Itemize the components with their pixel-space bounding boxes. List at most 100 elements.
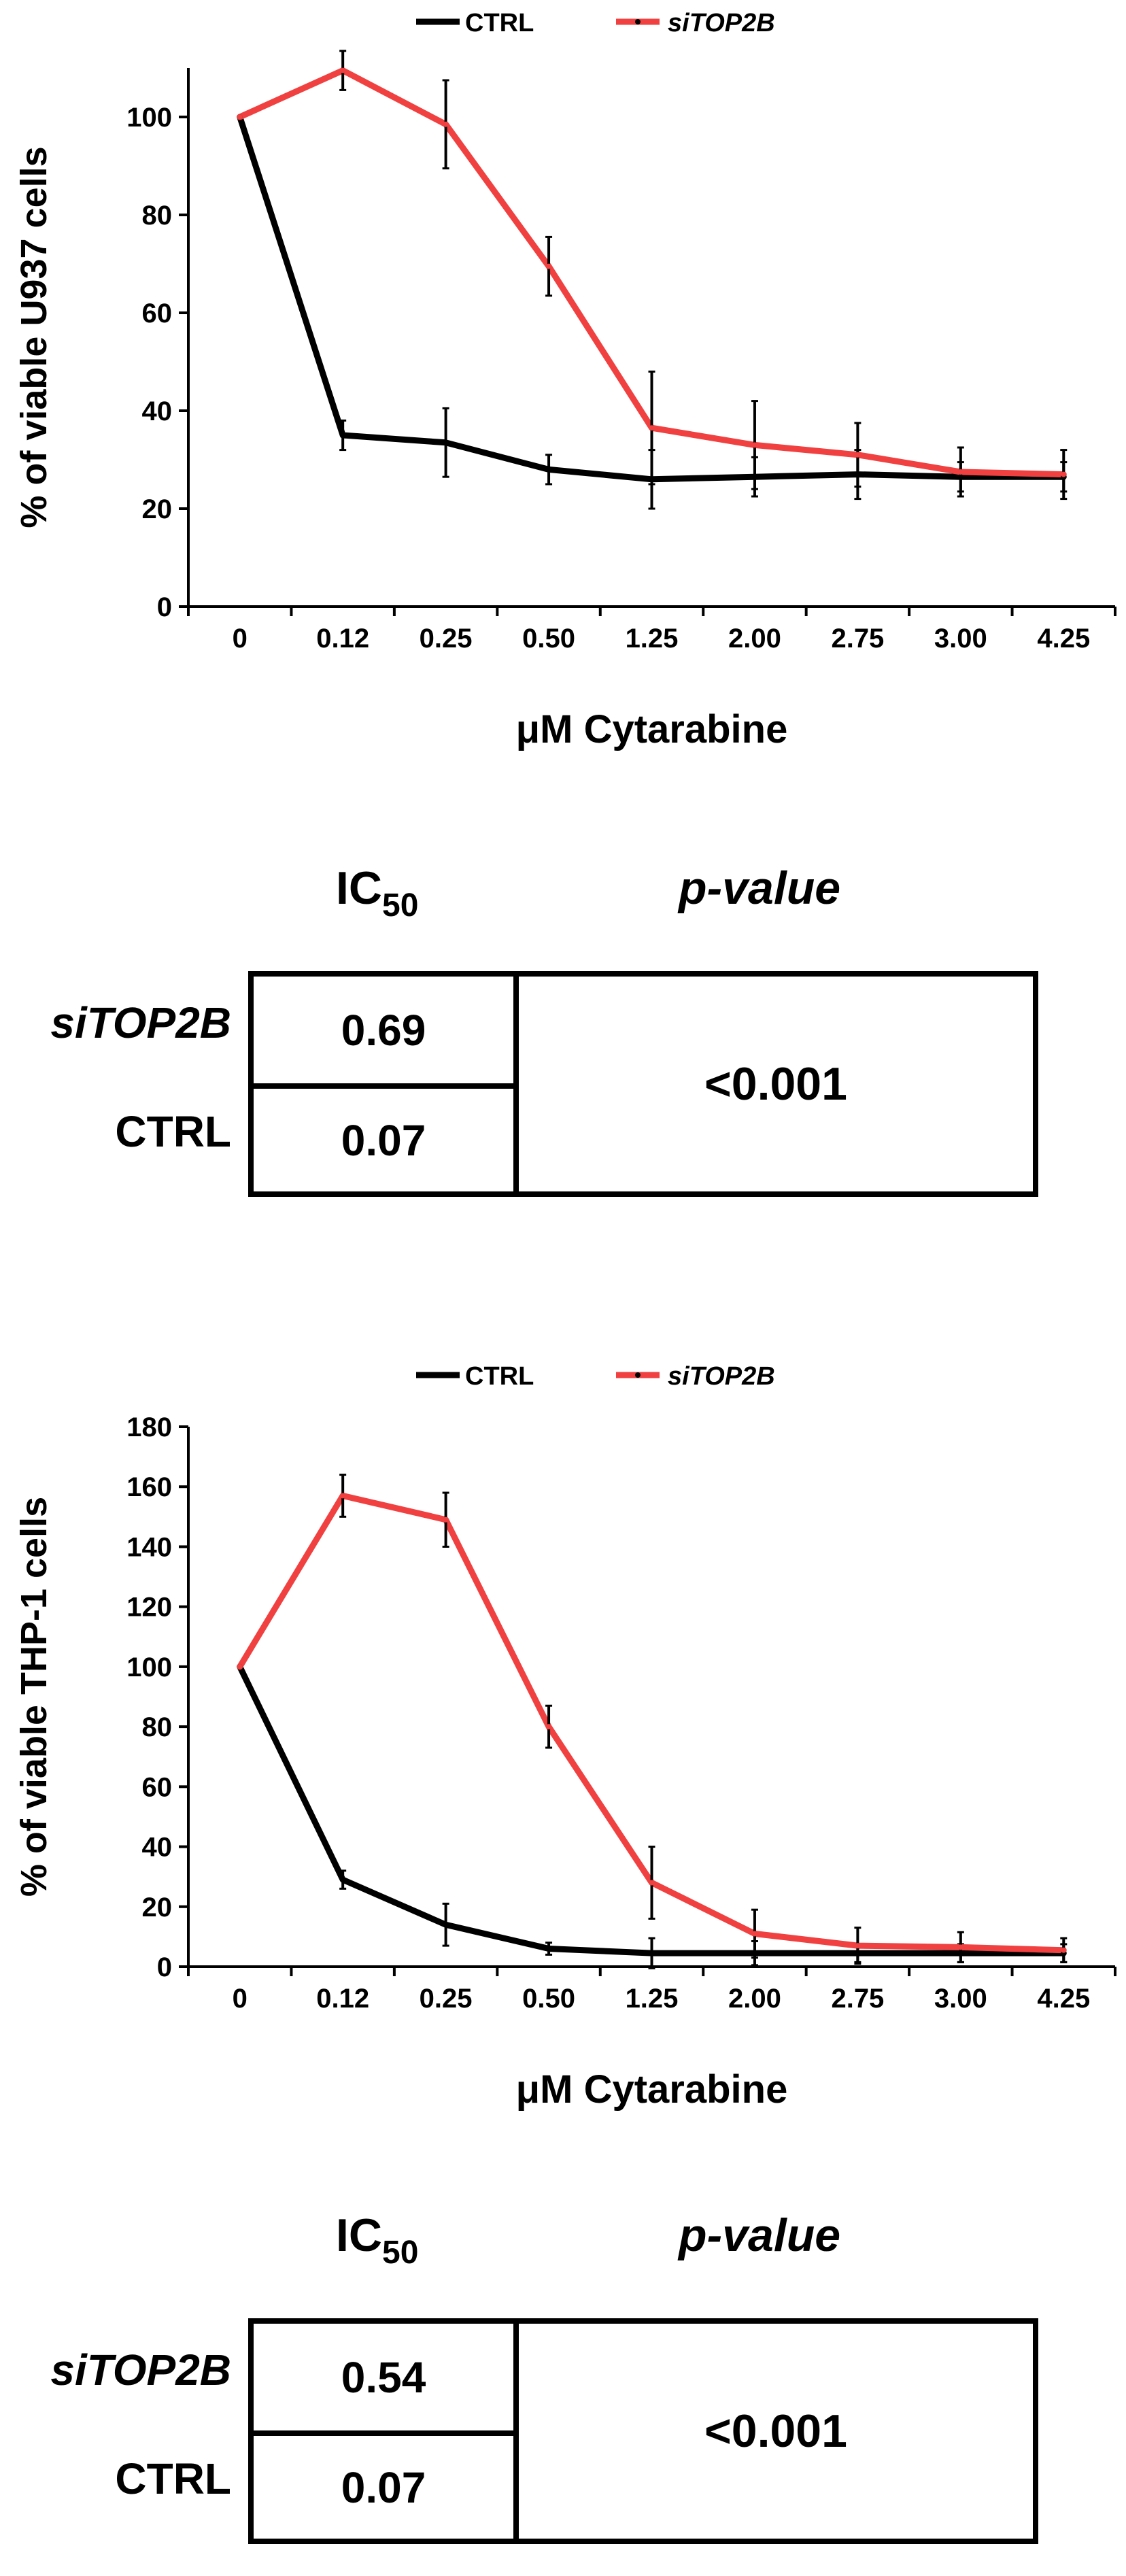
data-point [957, 469, 963, 475]
thp1-viability-chart: 0 20 40 60 80 100 120 140 160 180 0 0.12 0.25 0.50 1.2… [14, 1362, 1116, 2112]
row-label-ctrl: CTRL [115, 1107, 231, 1156]
data-point [546, 1946, 552, 1952]
data-point [1061, 471, 1067, 477]
y-tick-label: 20 [142, 1893, 173, 1922]
data-point [649, 476, 655, 482]
legend-marker [635, 19, 641, 24]
data-point [649, 1880, 655, 1886]
x-tick-label: 3.00 [934, 1984, 987, 2014]
data-point [340, 433, 346, 438]
ic50-grid: 0.69 0.07 <0.001 [248, 971, 1038, 1197]
y-tick-label: 80 [142, 1712, 173, 1742]
u937-viability-chart: 0 20 40 60 80 100 0 0.12 0.25 0.50 1.25 2.00 2.75 3.0… [14, 9, 1116, 751]
y-axis-label: % of viable THP-1 cells [14, 1497, 54, 1897]
data-point [751, 442, 757, 448]
y-tick-label: 180 [126, 1412, 172, 1442]
x-tick-label: 3.00 [934, 624, 987, 654]
data-point [855, 1943, 861, 1949]
p-value-header: p-value [679, 862, 841, 914]
y-tick-label: 100 [126, 1653, 172, 1682]
y-tick-label: 40 [142, 1833, 173, 1863]
y-tick-label: 100 [126, 103, 172, 133]
y-tick-label: 60 [142, 299, 173, 328]
x-tick-label: 0.25 [420, 624, 473, 654]
data-point [855, 1950, 861, 1956]
x-tick-label: 2.75 [831, 1984, 884, 2014]
y-tick-label: 80 [142, 201, 173, 231]
ic50-header: IC50 [336, 862, 419, 923]
data-point [855, 471, 861, 477]
row-divider [254, 2430, 519, 2436]
y-tick-label: 0 [157, 592, 172, 622]
x-axis-label: μM Cytarabine [516, 707, 788, 751]
p-value-header: p-value [679, 2209, 841, 2261]
ic50-value-ctrl: 0.07 [341, 1115, 426, 1165]
x-tick-label: 1.25 [626, 1984, 679, 2014]
legend-marker [435, 19, 441, 24]
data-point [957, 1950, 963, 1956]
data-point [443, 439, 449, 445]
x-tick-label: 0 [233, 624, 248, 654]
data-point [649, 425, 655, 431]
legend-label: CTRL [465, 9, 534, 37]
ic50-header: IC50 [336, 2209, 419, 2271]
row-label-ctrl: CTRL [115, 2454, 231, 2503]
p-value-cell: <0.001 [704, 1058, 847, 1110]
ic50-value-sitop2b: 0.69 [341, 1005, 426, 1055]
data-point [546, 1724, 552, 1730]
y-tick-label: 140 [126, 1532, 172, 1562]
data-point [237, 1663, 243, 1670]
y-tick-label: 0 [157, 1952, 172, 1982]
data-point [443, 1516, 449, 1523]
ic50-value-sitop2b: 0.54 [341, 2352, 426, 2402]
column-divider [513, 2324, 519, 2539]
legend-label: siTOP2B [668, 1362, 775, 1391]
x-tick-label: 2.00 [728, 1984, 781, 2014]
x-tick-label: 0.25 [420, 1984, 473, 2014]
y-tick-label: 20 [142, 494, 173, 524]
y-tick-label: 60 [142, 1772, 173, 1802]
x-axis-label: μM Cytarabine [516, 2067, 788, 2112]
data-point [443, 121, 449, 127]
x-tick-label: 0.50 [522, 624, 575, 654]
data-point [1061, 1947, 1067, 1953]
legend-marker [635, 1372, 641, 1378]
data-point [751, 1931, 757, 1937]
ic50-value-ctrl: 0.07 [341, 2462, 426, 2512]
y-tick-label: 120 [126, 1593, 172, 1623]
data-point [340, 67, 346, 73]
data-point [546, 263, 552, 269]
x-tick-label: 0 [233, 1984, 248, 2014]
data-point [751, 474, 757, 480]
row-label-sitop2b: siTOP2B [50, 998, 231, 1047]
data-point [340, 1877, 346, 1883]
ic50-grid: 0.54 0.07 <0.001 [248, 2318, 1038, 2544]
x-tick-label: 4.25 [1037, 1984, 1090, 2014]
y-tick-label: 160 [126, 1472, 172, 1502]
y-axis-label: % of viable U937 cells [14, 146, 54, 528]
row-label-sitop2b: siTOP2B [50, 2345, 231, 2394]
data-point [340, 1493, 346, 1499]
row-divider [254, 1083, 519, 1089]
x-tick-label: 1.25 [626, 624, 679, 654]
x-tick-label: 0.50 [522, 1984, 575, 2014]
data-point [237, 114, 243, 120]
data-point [751, 1950, 757, 1956]
data-point [649, 1950, 655, 1956]
p-value-cell: <0.001 [704, 2405, 847, 2457]
legend-label: siTOP2B [668, 9, 775, 37]
x-tick-label: 0.12 [316, 1984, 369, 2014]
x-tick-label: 2.75 [831, 624, 884, 654]
x-tick-label: 0.12 [316, 624, 369, 654]
y-tick-label: 40 [142, 396, 173, 426]
legend-marker [435, 1372, 441, 1378]
legend-label: CTRL [465, 1362, 534, 1391]
x-tick-label: 4.25 [1037, 624, 1090, 654]
data-point [546, 467, 552, 473]
data-point [855, 452, 861, 458]
data-point [957, 474, 963, 480]
column-divider [513, 977, 519, 1191]
data-point [443, 1922, 449, 1928]
data-point [957, 1944, 963, 1950]
x-tick-label: 2.00 [728, 624, 781, 654]
